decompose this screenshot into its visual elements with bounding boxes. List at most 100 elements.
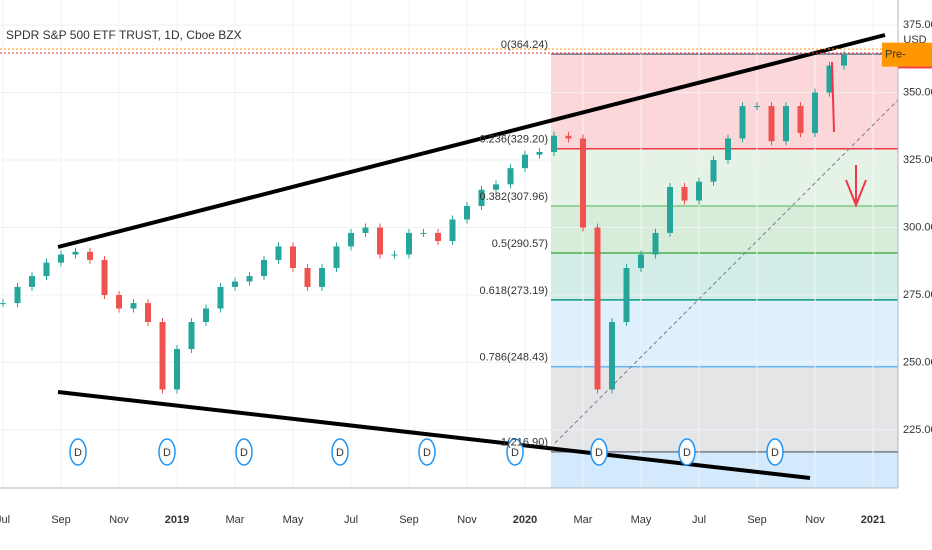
axis-labels: 225.00 250.00 275.00 300.00 325.00 350.00 375.… (0, 19, 932, 526)
dividend-marker[interactable] (418, 438, 436, 466)
candle (290, 246, 296, 269)
candle (420, 232, 427, 234)
dividend-marker[interactable] (235, 438, 253, 466)
candle (449, 219, 456, 242)
dividend-marker[interactable] (590, 438, 608, 466)
x-tick-label: Jul (0, 514, 10, 526)
x-tick-label: 2020 (513, 514, 537, 526)
candle (638, 254, 644, 269)
dividend-label: D (683, 447, 691, 459)
candle (174, 348, 180, 390)
candle (348, 232, 354, 247)
dividend-marker[interactable] (766, 438, 784, 466)
dividend-label: D (771, 447, 779, 459)
fib-band (551, 206, 898, 253)
grid (0, 0, 898, 488)
dividend-marker[interactable] (506, 438, 524, 466)
candle (58, 254, 64, 263)
fib-label: 1(216.90) (501, 437, 548, 449)
candle (261, 259, 267, 277)
fib-band (551, 54, 898, 149)
candle (536, 151, 543, 155)
candle (652, 232, 659, 255)
dividend-marker[interactable] (331, 438, 349, 466)
candle (377, 227, 383, 255)
candle (768, 106, 775, 142)
candle (116, 295, 122, 309)
candle (333, 246, 340, 269)
fib-band (551, 299, 898, 367)
y-tick-label: 325.00 (903, 154, 932, 166)
candle (43, 262, 50, 277)
candle (725, 138, 731, 161)
fib-band (551, 366, 898, 452)
dividend-label: D (240, 447, 248, 459)
candle (304, 268, 311, 287)
candle (319, 268, 325, 287)
candle (565, 135, 572, 139)
y-tick-label: 300.00 (903, 221, 932, 233)
x-tick-label: Jul (344, 514, 358, 526)
x-tick-label: May (631, 514, 652, 526)
candle (87, 251, 93, 260)
candle (232, 281, 238, 287)
x-tick-label: Sep (747, 514, 767, 526)
candle (710, 160, 717, 182)
candle (493, 184, 499, 190)
candle (754, 106, 760, 108)
dividend-label: D (595, 447, 603, 459)
candle (72, 251, 79, 255)
dividend-label: D (336, 447, 344, 459)
trend-line-dashed (554, 99, 899, 444)
candle (362, 227, 369, 233)
x-tick-label: Mar (574, 514, 593, 526)
candle (609, 322, 615, 390)
candle (826, 65, 833, 93)
candles (0, 50, 847, 394)
candle (406, 232, 412, 255)
x-tick-label: 2021 (861, 514, 885, 526)
candle (203, 308, 209, 323)
dividend-label: D (163, 447, 171, 459)
x-tick-label: Mar (226, 514, 245, 526)
candle (188, 322, 195, 349)
dividend-label: D (74, 447, 82, 459)
candle (783, 106, 789, 142)
x-tick-label: Sep (399, 514, 419, 526)
candle (101, 259, 108, 296)
candle (0, 303, 6, 305)
candle (507, 168, 514, 185)
dividend-marker[interactable] (69, 438, 87, 466)
candle (551, 135, 557, 152)
y-tick-label: 375.00 (903, 19, 932, 31)
x-tick-label: Nov (109, 514, 129, 526)
fib-band (551, 252, 898, 300)
candle (159, 322, 166, 390)
premarket-tag (882, 42, 932, 67)
dividend-marker[interactable] (678, 438, 696, 466)
y-tick-label: 275.00 (903, 289, 932, 301)
x-tick-label: Nov (457, 514, 477, 526)
dividend-marker[interactable] (158, 438, 176, 466)
y-tick-label: 350.00 (903, 86, 932, 98)
candle (623, 268, 630, 323)
candle (464, 205, 470, 220)
dividend-label: D (423, 447, 431, 459)
candle (812, 92, 818, 134)
candle (391, 254, 398, 256)
chart-title: SPDR S&P 500 ETF TRUST, 1D, Cboe BZX (6, 28, 242, 42)
y-tick-label: 250.00 (903, 356, 932, 368)
fib-label: 0.382(307.96) (480, 191, 549, 203)
candle (14, 286, 21, 304)
x-tick-label: Jul (692, 514, 706, 526)
candle (275, 246, 282, 260)
candle (580, 138, 586, 228)
time-axis (0, 488, 932, 550)
candle (435, 232, 441, 242)
candle (594, 227, 601, 390)
upper-trend-line (57, 33, 886, 249)
candle (478, 189, 485, 206)
candle (667, 187, 673, 233)
candle (145, 303, 151, 323)
x-tick-label: Nov (805, 514, 825, 526)
